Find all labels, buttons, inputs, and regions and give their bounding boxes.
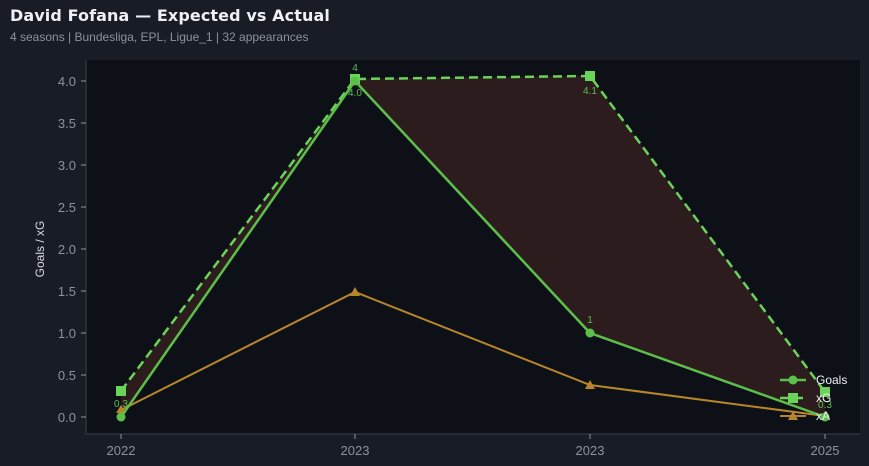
y-tick-label: 3.0 bbox=[58, 158, 76, 173]
y-tick-label: 1.0 bbox=[58, 326, 76, 341]
legend: Goals xG xA bbox=[780, 373, 847, 423]
goals-xg-gap-fill bbox=[121, 76, 825, 417]
y-tick-label: 0.0 bbox=[58, 410, 76, 425]
x-tick-label: 2023 bbox=[576, 443, 605, 458]
x-tick-label: 2022 bbox=[107, 443, 136, 458]
triangle-marker bbox=[585, 380, 595, 389]
legend-label: Goals bbox=[816, 373, 847, 387]
legend-item-goals: Goals bbox=[780, 373, 847, 387]
circle-marker bbox=[350, 76, 360, 86]
y-tick-label: 1.5 bbox=[58, 284, 76, 299]
x-tick-label: 2023 bbox=[341, 443, 370, 458]
data-labels: 4 1 0.3 4.0 4.1 0.3 bbox=[114, 63, 832, 411]
legend-label: xA bbox=[816, 409, 830, 423]
y-tick-label: 3.5 bbox=[58, 116, 76, 131]
x-ticks: 2022 2023 2023 2025 bbox=[107, 434, 840, 458]
circle-marker bbox=[585, 328, 595, 338]
y-tick-label: 2.0 bbox=[58, 242, 76, 257]
xg-label: 0.3 bbox=[114, 399, 128, 410]
chart-subtitle: 4 seasons | Bundesliga, EPL, Ligue_1 | 3… bbox=[10, 30, 309, 44]
xg-label: 4.0 bbox=[348, 88, 362, 99]
circle-marker bbox=[116, 412, 126, 422]
square-marker bbox=[788, 393, 798, 403]
chart-title: David Fofana — Expected vs Actual bbox=[10, 6, 330, 25]
xg-label: 0.3 bbox=[818, 400, 832, 411]
triangle-marker bbox=[350, 287, 360, 296]
y-tick-label: 4.0 bbox=[58, 74, 76, 89]
y-tick-label: 2.5 bbox=[58, 200, 76, 215]
triangle-marker bbox=[788, 411, 798, 420]
xg-label: 4.1 bbox=[583, 86, 597, 97]
y-axis-label: Goals / xG bbox=[33, 221, 47, 278]
circle-marker bbox=[788, 375, 798, 385]
legend-item-xg: xG bbox=[780, 391, 831, 405]
series-goals bbox=[116, 76, 830, 422]
square-marker bbox=[820, 387, 830, 397]
legend-label: xG bbox=[816, 391, 831, 405]
y-ticks: 0.0 0.5 1.0 1.5 2.0 2.5 3.0 3.5 4.0 bbox=[58, 74, 86, 425]
square-marker bbox=[116, 386, 126, 396]
y-tick-label: 0.5 bbox=[58, 368, 76, 383]
goals-label: 1 bbox=[587, 315, 593, 326]
circle-marker bbox=[820, 412, 830, 422]
goals-label: 4 bbox=[352, 63, 358, 74]
square-marker bbox=[585, 71, 595, 81]
x-tick-label: 2025 bbox=[811, 443, 840, 458]
triangle-marker bbox=[116, 405, 126, 413]
legend-item-xa: xA bbox=[780, 409, 830, 423]
